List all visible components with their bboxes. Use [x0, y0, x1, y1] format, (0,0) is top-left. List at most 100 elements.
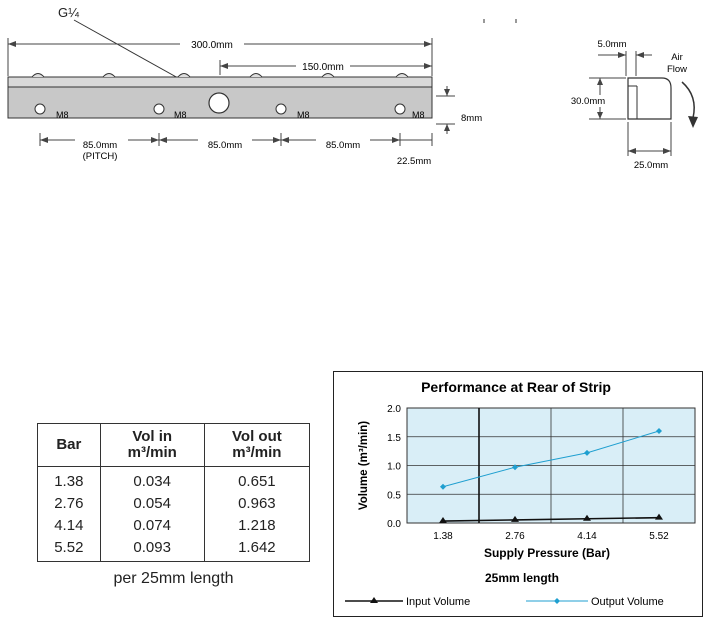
airflow-arrow-icon: [681, 81, 695, 119]
profile-height-label: 30.0mm: [571, 96, 605, 107]
strip-profile: [627, 77, 672, 120]
input-volume-point: [439, 517, 447, 524]
table-row: 2.76 0.054 0.963: [37, 492, 311, 514]
table-cell: 2.76: [37, 492, 101, 514]
thread-label: M8: [56, 110, 69, 120]
chart-title: Performance at Rear of Strip: [421, 379, 611, 395]
output-volume-point: [656, 428, 662, 434]
spacing-label: 85.0mm: [326, 140, 360, 151]
y-tick-label: 0.0: [387, 519, 401, 530]
arrowhead: [220, 63, 228, 69]
x-tick-label: 4.14: [577, 531, 597, 542]
arrowhead: [8, 41, 16, 47]
arrowhead: [281, 137, 289, 143]
header-vol-out: Vol out m³/min: [203, 423, 311, 467]
flow-label: Flow: [667, 64, 687, 75]
performance-chart: Performance at Rear of Strip 0.0 0.5 1.0 1.…: [333, 371, 703, 617]
x-tick-label: 1.38: [433, 531, 453, 542]
table-cell: 4.14: [37, 514, 101, 536]
legend-input-marker: [370, 597, 378, 603]
strip-bump: [177, 73, 191, 78]
arrowhead: [636, 52, 644, 58]
arrowhead: [392, 137, 400, 143]
technical-drawing: G¼ 300.0mm 150.0mm M8 M8 M8 M8 8mm: [7, 5, 698, 171]
table-row: 4.14 0.074 1.218: [37, 514, 311, 536]
thread-label: M8: [297, 110, 310, 120]
arrowhead: [151, 137, 159, 143]
output-volume-point: [440, 483, 446, 490]
arrowhead: [424, 41, 432, 47]
arrowhead: [159, 137, 167, 143]
table-cell: 1.642: [203, 536, 311, 562]
strip-bump: [102, 73, 116, 78]
input-volume-line: [442, 516, 660, 522]
thread-label: M8: [412, 110, 425, 120]
table-caption: per 25mm length: [113, 570, 234, 587]
strip-bump: [321, 73, 335, 78]
arrowhead: [273, 137, 281, 143]
arrowhead: [628, 148, 636, 154]
air-port-hole: [208, 92, 230, 114]
table-cell: 0.054: [99, 492, 205, 514]
output-volume-line: [442, 430, 660, 488]
table-cell: 1.218: [203, 514, 311, 536]
mounting-hole: [34, 103, 46, 115]
arrowhead: [597, 78, 603, 85]
x-tick-label: 2.76: [505, 531, 525, 542]
input-volume-point: [583, 514, 591, 521]
profile-width-label: 25.0mm: [634, 160, 668, 171]
arrowhead: [40, 137, 48, 143]
table-cell: 0.034: [99, 466, 205, 492]
table-row: 1.38 0.034 0.651: [37, 466, 311, 492]
end-offset-label: 22.5mm: [397, 156, 431, 167]
output-volume-point: [512, 464, 518, 471]
table-cell: 5.52: [37, 536, 101, 562]
performance-table: Bar Vol in m³/min Vol out m³/min 1.38 0.03…: [37, 423, 311, 562]
arrowhead: [424, 63, 432, 69]
arrowhead: [444, 89, 450, 96]
y-tick-label: 0.5: [387, 490, 401, 501]
legend-output-label: Output Volume: [591, 596, 664, 608]
half-length-label: 150.0mm: [302, 62, 344, 73]
legend-input-label: Input Volume: [406, 596, 470, 608]
y-tick-label: 1.0: [387, 462, 401, 473]
strip-bump: [395, 73, 409, 78]
table-cell: 1.38: [37, 466, 101, 492]
header-vol-in: Vol in m³/min: [99, 423, 205, 467]
table-header-row: Bar Vol in m³/min Vol out m³/min: [37, 423, 311, 467]
table-cell: 0.651: [203, 466, 311, 492]
x-axis-label: Supply Pressure (Bar): [484, 546, 610, 560]
arrowhead: [618, 52, 626, 58]
chart-subtitle: 25mm length: [485, 571, 559, 585]
input-volume-point: [655, 513, 663, 520]
airflow-arrowhead: [688, 116, 698, 128]
mounting-hole: [394, 103, 406, 115]
strip-bump: [31, 73, 45, 78]
arrowhead: [663, 148, 671, 154]
strip-top-face: [7, 76, 433, 88]
table-cell: 0.093: [99, 536, 205, 562]
arrowhead: [597, 112, 603, 119]
mounting-hole: [275, 103, 287, 115]
spacing-label: 85.0mm: [208, 140, 242, 151]
table-row: 5.52 0.093 1.642: [37, 536, 311, 562]
output-volume-point: [584, 449, 590, 456]
legend: Input Volume Output Volume: [345, 596, 664, 608]
overall-length-label: 300.0mm: [191, 40, 233, 51]
table-cell: 0.963: [203, 492, 311, 514]
x-tick-label: 5.52: [649, 531, 669, 542]
pitch-note: (PITCH): [83, 151, 118, 162]
legend-output-marker: [554, 598, 560, 604]
air-label: Air: [671, 52, 683, 63]
mounting-hole: [153, 103, 165, 115]
y-axis-label: Volume (m³/min): [358, 421, 370, 510]
y-tick-label: 2.0: [387, 404, 401, 415]
profile-top-label: 5.0mm: [597, 39, 626, 50]
pitch-label: 85.0mm: [83, 140, 117, 151]
port-label: G¼: [58, 5, 79, 20]
arrowhead: [444, 124, 450, 131]
y-tick-label: 1.5: [387, 433, 401, 444]
table-cell: 0.074: [99, 514, 205, 536]
header-bar: Bar: [37, 423, 101, 467]
input-volume-point: [511, 515, 519, 522]
